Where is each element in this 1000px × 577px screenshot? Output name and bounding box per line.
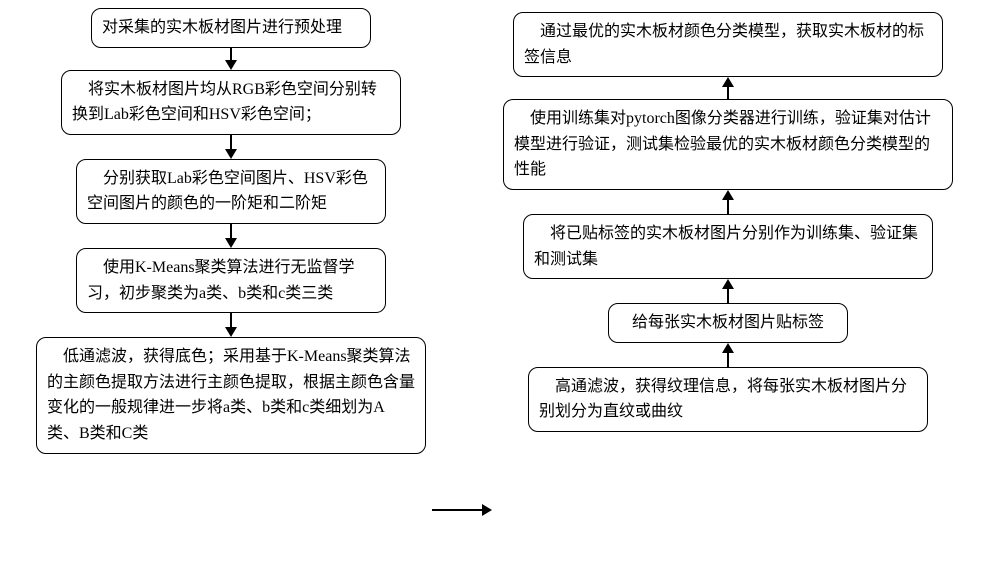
box-moments-text: 分别获取Lab彩色空间图片、HSV彩色空间图片的颜色的一阶矩和二阶矩 [87,170,368,213]
box-getlabel: 通过最优的实木板材颜色分类模型，获取实木板材的标签信息 [513,12,943,77]
box-label-text: 给每张实木板材图片贴标签 [632,314,824,331]
box-kmeans-text: 使用K-Means聚类算法进行无监督学习，初步聚类为a类、b类和c类三类 [87,259,355,302]
box-preprocess-text: 对采集的实木板材图片进行预处理 [102,19,342,36]
box-lowpass-text: 低通滤波，获得底色；采用基于K-Means聚类算法的主颜色提取方法进行主颜色提取… [47,348,415,442]
arrow-10-9 [722,343,734,367]
box-getlabel-text: 通过最优的实木板材颜色分类模型，获取实木板材的标签信息 [524,23,924,66]
right-column: 通过最优的实木板材颜色分类模型，获取实木板材的标签信息 使用训练集对pytorc… [498,12,958,432]
arrow-2-3 [225,135,237,159]
box-train: 使用训练集对pytorch图像分类器进行训练，验证集对估计模型进行验证，测试集检… [503,99,953,190]
left-column: 对采集的实木板材图片进行预处理 将实木板材图片均从RGB彩色空间分别转换到Lab… [36,8,426,454]
arrow-8-7 [722,190,734,214]
arrow-4-5 [225,313,237,337]
arrow-9-8 [722,279,734,303]
arrow-3-4 [225,224,237,248]
box-highpass: 高通滤波，获得纹理信息，将每张实木板材图片分别划分为直纹或曲纹 [528,367,928,432]
box-colorspace: 将实木板材图片均从RGB彩色空间分别转换到Lab彩色空间和HSV彩色空间； [61,70,401,135]
arrow-5-10 [432,504,492,516]
box-colorspace-text: 将实木板材图片均从RGB彩色空间分别转换到Lab彩色空间和HSV彩色空间； [72,81,377,124]
box-moments: 分别获取Lab彩色空间图片、HSV彩色空间图片的颜色的一阶矩和二阶矩 [76,159,386,224]
box-train-text: 使用训练集对pytorch图像分类器进行训练，验证集对估计模型进行验证，测试集检… [514,110,931,178]
arrow-7-6 [722,77,734,99]
box-lowpass: 低通滤波，获得底色；采用基于K-Means聚类算法的主颜色提取方法进行主颜色提取… [36,337,426,453]
box-label: 给每张实木板材图片贴标签 [608,303,848,343]
box-kmeans: 使用K-Means聚类算法进行无监督学习，初步聚类为a类、b类和c类三类 [76,248,386,313]
box-preprocess: 对采集的实木板材图片进行预处理 [91,8,371,48]
box-dataset-text: 将已贴标签的实木板材图片分别作为训练集、验证集和测试集 [534,225,918,268]
box-dataset: 将已贴标签的实木板材图片分别作为训练集、验证集和测试集 [523,214,933,279]
box-highpass-text: 高通滤波，获得纹理信息，将每张实木板材图片分别划分为直纹或曲纹 [539,378,907,421]
arrow-1-2 [225,48,237,70]
